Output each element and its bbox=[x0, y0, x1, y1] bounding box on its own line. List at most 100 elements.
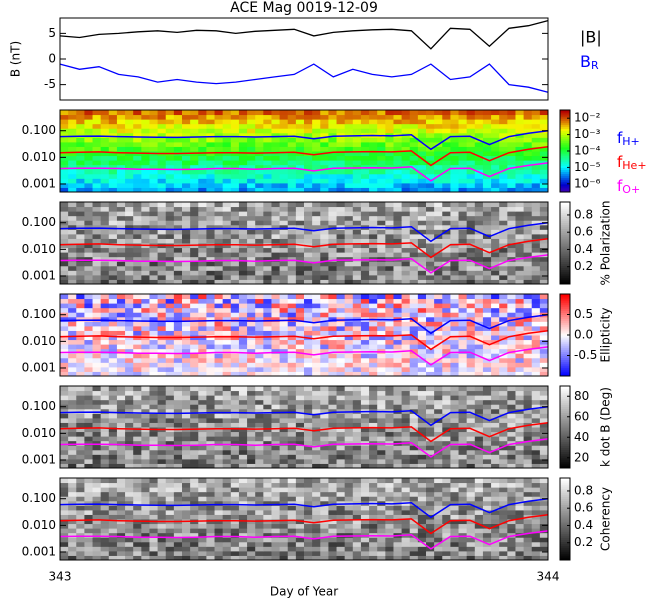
spectrogram-cell bbox=[255, 390, 264, 396]
spectrogram-cell bbox=[92, 532, 102, 538]
spectrogram-cell bbox=[214, 537, 224, 543]
spectrogram-cell bbox=[377, 366, 386, 372]
spectrogram-cell bbox=[92, 274, 102, 280]
spectrogram-cell bbox=[100, 449, 110, 455]
colorbar-cell bbox=[560, 316, 570, 320]
spectrogram-cell bbox=[68, 344, 77, 350]
spectrogram-cell bbox=[108, 458, 118, 464]
spectrogram-cell bbox=[393, 454, 403, 460]
spectrogram-cell bbox=[247, 294, 256, 300]
spectrogram-cell bbox=[426, 366, 435, 372]
spectrogram-cell bbox=[523, 390, 533, 396]
colorbar-cell bbox=[560, 320, 570, 324]
spectrogram-cell bbox=[507, 353, 516, 359]
spectrogram-cell bbox=[531, 187, 541, 193]
spectrogram-cell bbox=[141, 270, 150, 276]
spectrogram-cell bbox=[206, 390, 216, 396]
spectrogram-cell bbox=[499, 178, 508, 184]
spectrogram-cell bbox=[222, 155, 232, 161]
spectrogram-cell bbox=[271, 330, 281, 336]
spectrogram-cell bbox=[426, 537, 435, 543]
colorbar-cell bbox=[560, 120, 570, 123]
spectrogram-cell bbox=[507, 169, 516, 175]
spectrogram-cell bbox=[279, 132, 289, 138]
spectrogram-cell bbox=[76, 335, 85, 341]
colorbar-cell bbox=[560, 171, 570, 175]
spectrogram-cell bbox=[84, 408, 94, 414]
spectrogram-cell bbox=[401, 233, 411, 239]
spectrogram-cell bbox=[84, 436, 94, 442]
spectrogram-cell bbox=[60, 169, 69, 175]
spectrogram-cell bbox=[352, 399, 362, 405]
spectrogram-cell bbox=[222, 146, 232, 152]
spectrogram-cell bbox=[190, 119, 199, 125]
spectrogram-cell bbox=[173, 132, 183, 138]
spectrogram-cell bbox=[320, 436, 329, 442]
spectrogram-cell bbox=[417, 362, 427, 368]
spectrogram-cell bbox=[393, 252, 403, 258]
spectrogram-cell bbox=[450, 541, 460, 547]
spectrogram-cell bbox=[442, 265, 451, 271]
spectrogram-cell bbox=[507, 537, 516, 543]
spectrogram-cell bbox=[84, 155, 94, 161]
spectrogram-cell bbox=[230, 436, 240, 442]
spectrogram-cell bbox=[149, 339, 159, 345]
spectrogram-cell bbox=[499, 279, 508, 285]
spectrogram-cell bbox=[287, 312, 297, 318]
spectrogram-cell bbox=[222, 357, 232, 363]
colorbar-cell bbox=[560, 455, 570, 459]
spectrogram-cell bbox=[442, 316, 451, 322]
spectrogram-cell bbox=[149, 169, 159, 175]
spectrogram-cell bbox=[214, 325, 224, 331]
spectrogram-cell bbox=[100, 155, 110, 161]
spectrogram-cell bbox=[238, 274, 248, 280]
spectrogram-cell bbox=[287, 274, 297, 280]
spectrogram-cell bbox=[434, 206, 443, 212]
spectrogram-cell bbox=[84, 128, 94, 134]
spectrogram-cell bbox=[385, 274, 394, 280]
spectrogram-cell bbox=[230, 160, 240, 166]
spectrogram-cell bbox=[336, 178, 346, 184]
spectrogram-cell bbox=[230, 247, 240, 253]
spectrogram-cell bbox=[279, 114, 289, 120]
spectrogram-cell bbox=[255, 541, 264, 547]
spectrogram-cell bbox=[116, 307, 126, 313]
spectrogram-cell bbox=[165, 417, 175, 423]
spectrogram-cell bbox=[108, 187, 118, 193]
spectrogram-cell bbox=[304, 215, 313, 221]
spectrogram-cell bbox=[141, 431, 150, 437]
spectrogram-cell bbox=[442, 141, 451, 147]
spectrogram-cell bbox=[434, 312, 443, 318]
spectrogram-cell bbox=[304, 357, 313, 363]
spectrogram-cell bbox=[173, 238, 183, 244]
spectrogram-cell bbox=[328, 243, 338, 249]
spectrogram-cell bbox=[271, 229, 281, 235]
spectrogram-cell bbox=[190, 160, 199, 166]
spectrogram-cell bbox=[198, 399, 207, 405]
spectrogram-cell bbox=[312, 353, 321, 359]
spectrogram-cell bbox=[531, 182, 541, 188]
spectrogram-cell bbox=[165, 274, 175, 280]
spectrogram-cell bbox=[76, 294, 85, 300]
spectrogram-cell bbox=[230, 141, 240, 147]
spectrogram-cell bbox=[304, 546, 313, 552]
spectrogram-cell bbox=[125, 270, 134, 276]
colorbar-cell bbox=[560, 153, 570, 156]
spectrogram-cell bbox=[434, 224, 443, 230]
colorbar-cell bbox=[560, 449, 570, 453]
spectrogram-cell bbox=[214, 408, 224, 414]
spectrogram-cell bbox=[352, 233, 362, 239]
spectrogram-cell bbox=[426, 532, 435, 538]
spectrogram-cell bbox=[491, 371, 500, 377]
spectrogram-cell bbox=[206, 173, 216, 179]
spectrogram-cell bbox=[417, 325, 427, 331]
spectrogram-cell bbox=[409, 110, 419, 116]
spectrogram-cell bbox=[523, 325, 533, 331]
spectrogram-cell bbox=[190, 532, 199, 538]
colorbar-cell bbox=[560, 243, 570, 246]
spectrogram-cell bbox=[287, 366, 297, 372]
spectrogram-cell bbox=[539, 164, 549, 170]
spectrogram-cell bbox=[230, 151, 240, 157]
spectrogram-cell bbox=[507, 243, 516, 249]
spectrogram-cell bbox=[466, 307, 476, 313]
